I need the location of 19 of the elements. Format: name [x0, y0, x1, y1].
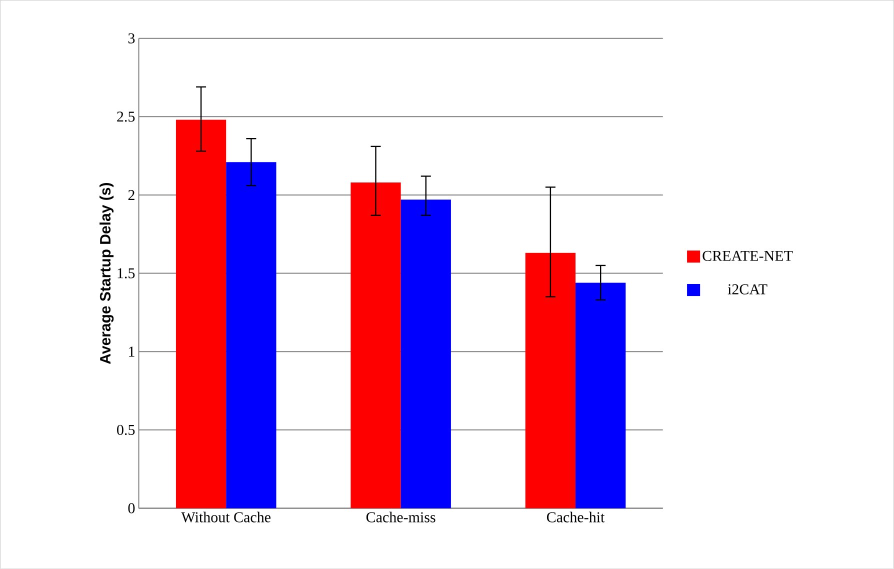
bar: [400, 200, 451, 508]
y-tick-label: 2.5: [117, 112, 135, 122]
y-tick-label: 1.5: [118, 268, 135, 279]
y-tick-label: 2: [128, 190, 134, 200]
bar: [525, 253, 576, 508]
y-tick-label: 0.5: [117, 424, 135, 436]
x-tick-label: Without Cache: [181, 512, 270, 523]
bar: [176, 120, 226, 508]
legend-label: CREATE-NET: [702, 251, 793, 262]
y-axis-title: Average Startup Delay (s): [100, 183, 114, 364]
y-tick-label: 3: [128, 33, 135, 44]
x-tick-label: Cache-hit: [546, 512, 605, 522]
legend-label: i2CAT: [728, 284, 768, 295]
y-tick-label: 1: [129, 346, 134, 357]
y-tick-label: 0: [128, 503, 135, 514]
x-tick-label: Cache-miss: [366, 512, 436, 522]
bar: [350, 182, 401, 508]
bar: [226, 162, 276, 508]
bar: [576, 282, 626, 508]
